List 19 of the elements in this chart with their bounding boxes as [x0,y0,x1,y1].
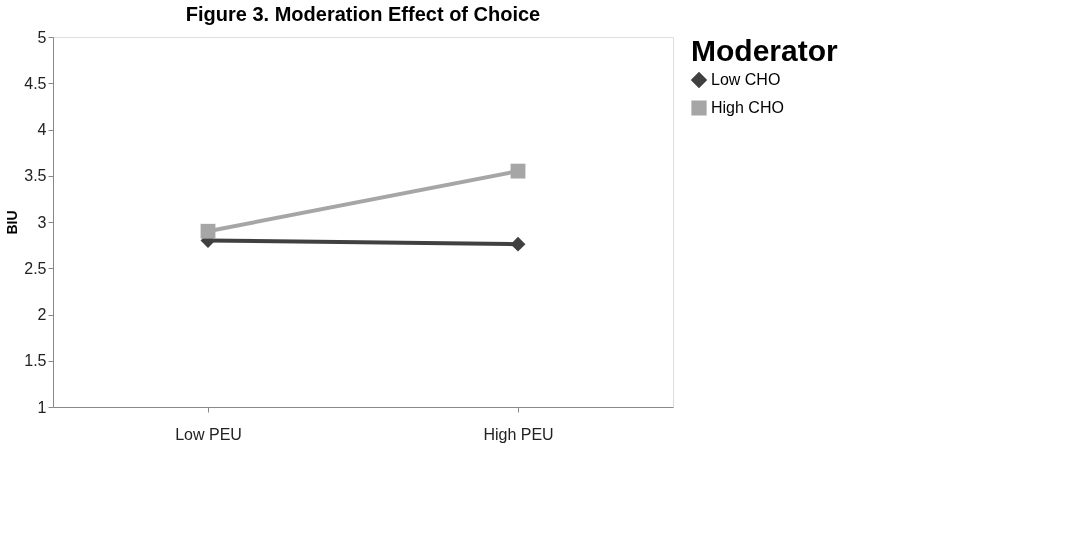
y-tick-label: 4.5 [24,74,47,92]
y-tick-label: 1 [37,398,47,416]
y-tick-label: 3 [37,213,47,231]
y-tick-label: 4 [37,121,47,138]
y-tick-label: 1.5 [24,352,47,370]
y-tick-label: 5 [37,28,47,46]
legend-label: High CHO [711,99,784,116]
y-tick-label: 2 [37,306,47,323]
y-tick-label: 3.5 [24,167,47,185]
point [510,236,526,252]
y-axis-title: BIU [4,210,21,235]
point [510,163,526,179]
legend-label: Low CHO [711,71,781,88]
x-tick-label: Low PEU [175,425,242,443]
point [200,223,216,239]
chart-title: Figure 3. Moderation Effect of Choice [185,3,541,25]
x-tick-label: High PEU [483,425,554,443]
y-tick-label: 2.5 [24,259,47,277]
legend-title: Moderator [691,34,838,67]
